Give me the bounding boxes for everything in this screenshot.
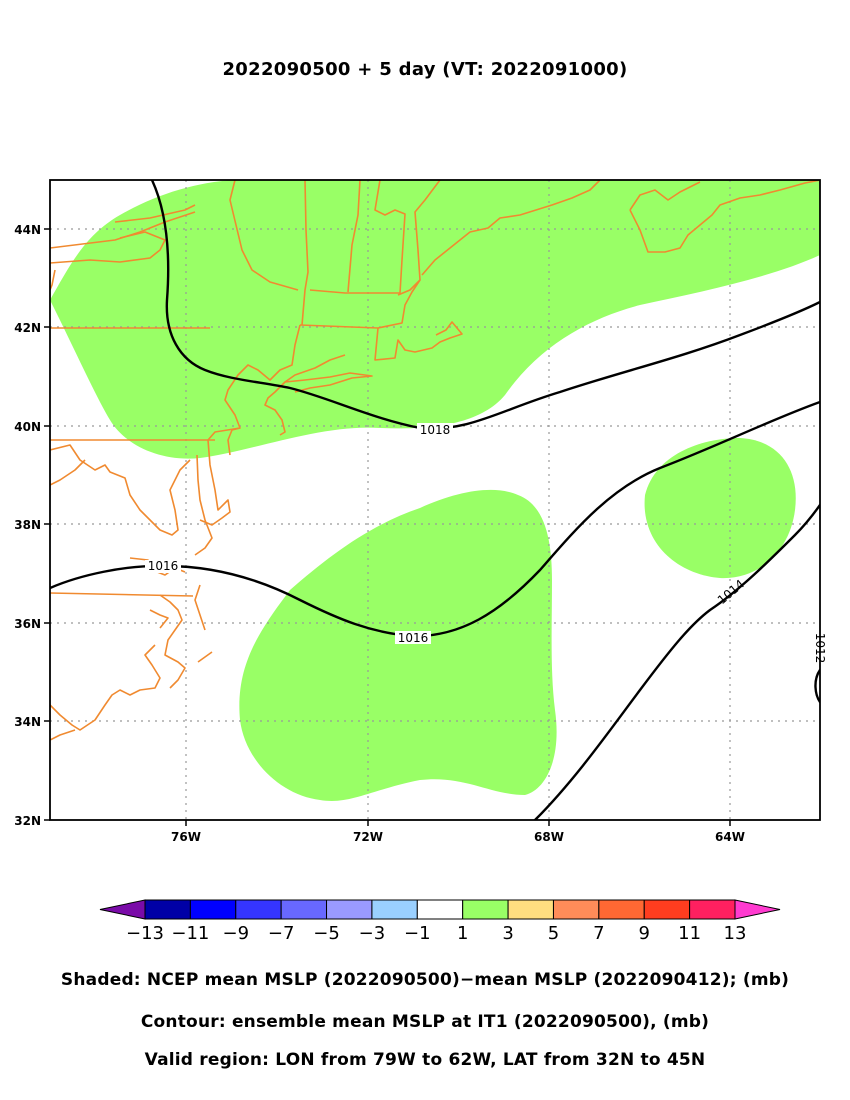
x-tick-label: 72W bbox=[353, 830, 383, 844]
colorbar-swatch bbox=[416, 899, 464, 920]
y-tick-label: 32N bbox=[14, 814, 41, 828]
colorbar-arrow-left bbox=[99, 899, 146, 920]
contour-1012 bbox=[814, 668, 820, 704]
colorbar-label: −5 bbox=[313, 923, 340, 944]
colorbar-label: 13 bbox=[724, 923, 747, 944]
x-tick-labels: 76W 72W 68W 64W bbox=[171, 830, 745, 844]
colorbar-label: 9 bbox=[639, 923, 650, 944]
colorbar-label: 11 bbox=[678, 923, 701, 944]
colorbar-label: −3 bbox=[359, 923, 386, 944]
y-tick-label: 40N bbox=[14, 420, 41, 434]
plot-frame bbox=[49, 179, 821, 821]
contour-label-1018: 1018 bbox=[420, 423, 451, 437]
coastlines bbox=[50, 180, 820, 741]
colorbar-label: 3 bbox=[502, 923, 513, 944]
colorbar-label: −7 bbox=[268, 923, 295, 944]
y-tick-label: 38N bbox=[14, 518, 41, 532]
y-tick-label: 42N bbox=[14, 321, 41, 335]
colorbar-label: −9 bbox=[222, 923, 249, 944]
contour-1018 bbox=[150, 180, 820, 430]
x-tick-label: 68W bbox=[534, 830, 564, 844]
y-tick-label: 44N bbox=[14, 223, 41, 237]
colorbar-label: −11 bbox=[171, 923, 209, 944]
colorbar-label: 5 bbox=[548, 923, 559, 944]
colorbar-swatch bbox=[689, 899, 736, 920]
plot-title: 2022090500 + 5 day (VT: 2022091000) bbox=[222, 59, 628, 80]
colorbar-swatch bbox=[189, 899, 237, 920]
caption-region: Valid region: LON from 79W to 62W, LAT f… bbox=[144, 1050, 706, 1070]
colorbar-swatch bbox=[552, 899, 600, 920]
colorbar-swatch bbox=[280, 899, 328, 920]
colorbar-label: 7 bbox=[593, 923, 604, 944]
x-tick-label: 76W bbox=[171, 830, 201, 844]
colorbar-swatch bbox=[462, 899, 509, 920]
colorbar-arrow-right bbox=[734, 899, 781, 920]
colorbar: −13 −11 −9 −7 −5 −3 −1 1 3 5 7 9 11 13 bbox=[99, 899, 781, 944]
colorbar-label: −1 bbox=[404, 923, 431, 944]
colorbar-swatch bbox=[371, 899, 418, 920]
y-tick-labels: 32N 34N 36N 38N 40N 42N 44N bbox=[14, 223, 41, 828]
caption-contour: Contour: ensemble mean MSLP at IT1 (2022… bbox=[140, 1012, 710, 1032]
colorbar-swatch bbox=[326, 899, 373, 920]
colorbar-swatch bbox=[144, 899, 191, 920]
shaded-region-east bbox=[644, 438, 796, 579]
colorbar-label: 1 bbox=[457, 923, 468, 944]
contour-label-1016-west: 1016 bbox=[148, 559, 179, 573]
colorbar-swatch bbox=[643, 899, 691, 920]
caption-shaded: Shaded: NCEP mean MSLP (2022090500)−mean… bbox=[60, 970, 790, 990]
contour-label-1014: 1014 bbox=[715, 577, 747, 607]
y-tick-label: 34N bbox=[14, 715, 41, 729]
colorbar-swatch bbox=[598, 899, 645, 920]
colorbar-label: −13 bbox=[126, 923, 164, 944]
axis-ticks bbox=[44, 228, 731, 826]
y-tick-label: 36N bbox=[14, 617, 41, 631]
x-tick-label: 64W bbox=[715, 830, 745, 844]
colorbar-swatch bbox=[235, 899, 282, 920]
shaded-areas bbox=[50, 180, 820, 801]
colorbar-swatch bbox=[507, 899, 554, 920]
shaded-region-central bbox=[239, 489, 557, 801]
contour-label-1016-central: 1016 bbox=[398, 631, 429, 645]
contour-1014 bbox=[533, 503, 820, 820]
